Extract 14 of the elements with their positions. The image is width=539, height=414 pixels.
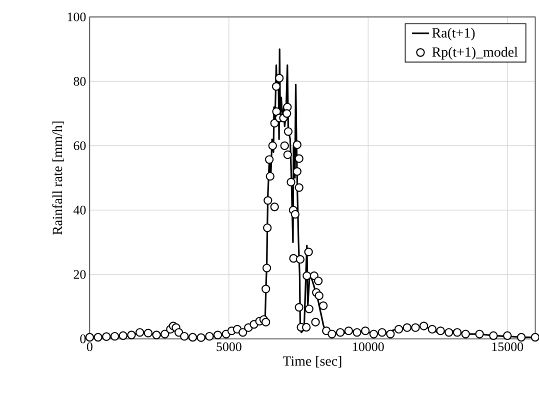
- y-tick-label: 0: [80, 334, 86, 344]
- x-tick-label: 10000: [353, 342, 384, 352]
- y-tick-label: 60: [74, 142, 86, 150]
- y-tick-label: 20: [74, 270, 86, 280]
- x-tick-label: 0: [86, 342, 92, 352]
- x-tick-label: 5000: [216, 342, 242, 352]
- y-tick-label: 80: [74, 77, 86, 86]
- x-axis-title: Time [sec]: [282, 356, 342, 368]
- legend-label: Rp(t+1)_model: [432, 47, 518, 60]
- y-tick-label: 100: [68, 12, 86, 22]
- legend-label: Ra(t+1): [432, 28, 475, 41]
- y-axis-title: Rainfall rate [mm/h]: [52, 122, 64, 236]
- x-tick-label: 15000: [492, 342, 524, 352]
- y-tick-label: 40: [73, 206, 86, 215]
